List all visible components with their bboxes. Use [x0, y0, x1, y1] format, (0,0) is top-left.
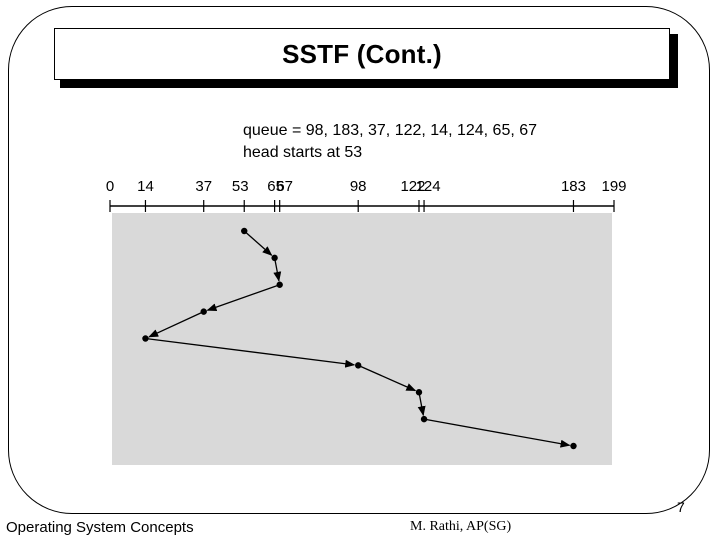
axis-tick-label: 0: [106, 178, 114, 195]
request-point: [142, 335, 149, 342]
axis-tick-label: 14: [137, 178, 154, 195]
request-point: [271, 254, 278, 262]
axis-tick-label: 37: [195, 178, 212, 195]
diagram-panel: [112, 213, 612, 465]
axis-tick-label: 98: [350, 178, 367, 195]
page-number: 7: [677, 499, 685, 515]
request-point: [200, 308, 207, 315]
slide-frame: [8, 6, 710, 514]
head-move-arrow: [145, 337, 356, 368]
axis-tick-label: 65: [267, 178, 284, 195]
head-move-arrow: [273, 257, 282, 282]
head-move-arrow: [417, 392, 426, 417]
head-move-arrow: [148, 311, 204, 338]
footer-course: Operating System Concepts: [6, 519, 194, 536]
head-move-arrow: [423, 418, 571, 448]
axis-tick-label: 67: [276, 178, 293, 195]
request-point: [276, 281, 283, 288]
head-start-text: head starts at 53: [243, 144, 363, 161]
axis-tick-label: 53: [232, 178, 249, 195]
axis-tick-label: 183: [561, 178, 586, 195]
request-point: [355, 362, 362, 369]
queue-text: queue = 98, 183, 37, 122, 14, 124, 65, 6…: [243, 122, 538, 139]
title-box: SSTF (Cont.): [54, 28, 670, 80]
head-move-arrow: [357, 364, 417, 392]
request-point: [241, 227, 248, 235]
request-point: [570, 442, 577, 450]
request-point: [420, 415, 428, 423]
head-move-arrow: [206, 284, 280, 312]
axis-tick-label: 199: [601, 178, 626, 195]
head-move-arrow: [243, 230, 273, 256]
footer-author: M. Rathi, AP(SG): [410, 519, 512, 534]
axis-tick-label: 122: [400, 178, 425, 195]
request-point: [415, 389, 423, 396]
head-path: [142, 227, 577, 450]
slide-title: SSTF (Cont.): [282, 38, 442, 69]
axis-tick-label: 124: [416, 178, 441, 195]
